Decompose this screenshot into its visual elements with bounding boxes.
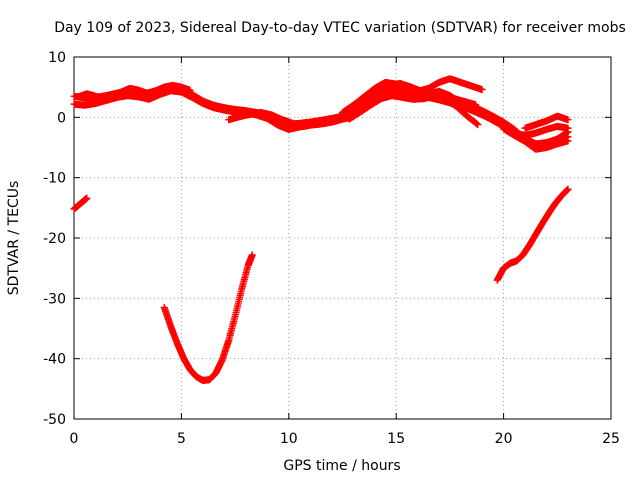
series-arc-main-3 — [74, 81, 194, 103]
data-point — [564, 185, 572, 193]
x-tick-label: 5 — [177, 431, 186, 447]
data-point — [564, 116, 572, 124]
x-tick-label: 20 — [495, 431, 513, 447]
data-points — [70, 75, 572, 384]
y-axis-label: SDTVAR / TECUs — [6, 181, 22, 296]
y-tick-label: -50 — [43, 412, 66, 428]
y-tick-label: -20 — [43, 231, 66, 247]
y-tick-label: 0 — [57, 110, 66, 126]
y-tick-label: 10 — [48, 50, 66, 66]
data-point — [564, 128, 572, 136]
data-point — [248, 251, 256, 259]
y-tick-label: -40 — [43, 352, 66, 368]
x-tick-label: 10 — [280, 431, 298, 447]
x-tick-label: 0 — [70, 431, 79, 447]
series-arc-start-low — [70, 194, 91, 213]
series-arc-u-shape — [160, 251, 256, 384]
y-tick-label: -30 — [43, 291, 66, 307]
data-point — [186, 86, 194, 94]
axis-ticks: 0 5 10 15 20 25 -50 -40 -30 -20 -10 0 10 — [43, 50, 620, 447]
series-arc-rising — [493, 185, 572, 284]
x-tick-label: 25 — [602, 431, 620, 447]
series-arc-late — [500, 125, 572, 153]
y-tick-label: -10 — [43, 171, 66, 187]
x-tick-label: 15 — [387, 431, 405, 447]
data-point — [478, 86, 486, 94]
series-arc-late-2 — [521, 112, 572, 132]
data-point — [474, 121, 482, 129]
series-arc-mid-2 — [339, 75, 486, 117]
x-axis-label: GPS time / hours — [283, 458, 400, 474]
data-point — [564, 137, 572, 145]
data-point — [83, 194, 91, 202]
chart-title: Day 109 of 2023, Sidereal Day-to-day VTE… — [54, 20, 626, 36]
